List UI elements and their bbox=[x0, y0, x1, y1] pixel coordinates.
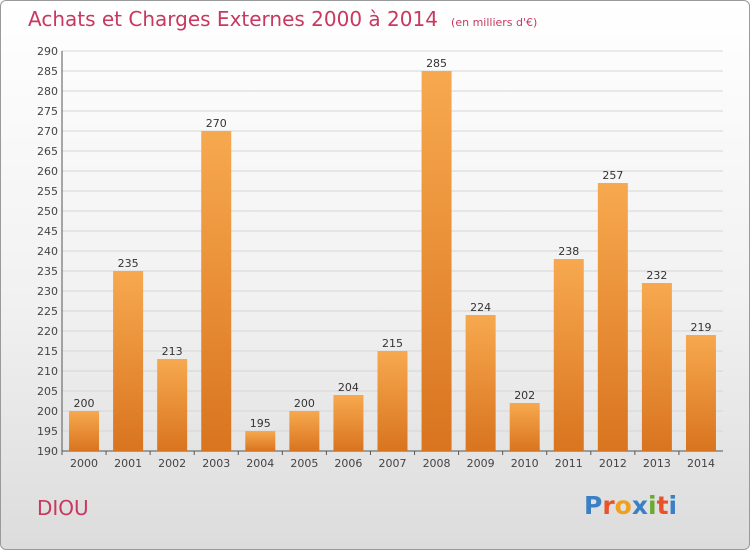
chart-title: Achats et Charges Externes 2000 à 2014 (… bbox=[28, 7, 537, 31]
y-tick-label-260: 260 bbox=[37, 165, 58, 178]
data-label-2000: 200 bbox=[74, 397, 95, 410]
x-tick-label-2006: 2006 bbox=[334, 457, 362, 470]
x-tick-label-2013: 2013 bbox=[643, 457, 671, 470]
proxiti-logo[interactable]: Proxiti bbox=[584, 491, 677, 520]
bar-2008 bbox=[421, 71, 452, 451]
data-label-2005: 200 bbox=[294, 397, 315, 410]
logo-letter: o bbox=[614, 491, 632, 520]
y-tick-label-190: 190 bbox=[37, 445, 58, 458]
data-label-2010: 202 bbox=[514, 389, 535, 402]
bar-2002 bbox=[157, 359, 188, 451]
y-tick-label-200: 200 bbox=[37, 405, 58, 418]
y-tick-label-270: 270 bbox=[37, 125, 58, 138]
y-tick-label-205: 205 bbox=[37, 385, 58, 398]
y-tick-label-220: 220 bbox=[37, 325, 58, 338]
y-tick-label-225: 225 bbox=[37, 305, 58, 318]
commune-name: DIOU bbox=[37, 496, 89, 520]
data-labels: 200 235 213 270 195 200 204 215 285 224 202 238 257 2… bbox=[74, 57, 712, 430]
y-tick-label-210: 210 bbox=[37, 365, 58, 378]
x-tick-label-2001: 2001 bbox=[114, 457, 142, 470]
logo-letter: t bbox=[656, 491, 669, 520]
y-tick-label-250: 250 bbox=[37, 205, 58, 218]
y-tick-label-280: 280 bbox=[37, 85, 58, 98]
axes: 190 195 200 205 210 215 220 225 230 235 240 245 250 2… bbox=[37, 45, 723, 470]
data-label-2009: 224 bbox=[470, 301, 491, 314]
bar-2005 bbox=[289, 411, 320, 451]
bar-2000 bbox=[69, 411, 100, 451]
x-tick-label-2012: 2012 bbox=[599, 457, 627, 470]
bar-2001 bbox=[113, 271, 144, 451]
x-tick-label-2008: 2008 bbox=[423, 457, 451, 470]
data-label-2007: 215 bbox=[382, 337, 403, 350]
bar-2014 bbox=[685, 335, 716, 451]
data-label-2006: 204 bbox=[338, 381, 359, 394]
bar-2009 bbox=[465, 315, 496, 451]
data-label-2003: 270 bbox=[206, 117, 227, 130]
bar-2006 bbox=[333, 395, 364, 451]
y-tick-label-290: 290 bbox=[37, 45, 58, 58]
data-label-2002: 213 bbox=[162, 345, 183, 358]
chart-title-text: Achats et Charges Externes 2000 à 2014 bbox=[28, 7, 438, 31]
y-tick-label-230: 230 bbox=[37, 285, 58, 298]
bar-2012 bbox=[597, 183, 628, 451]
data-label-2008: 285 bbox=[426, 57, 447, 70]
chart-unit-text: (en milliers d'€) bbox=[451, 16, 538, 29]
x-tick-label-2011: 2011 bbox=[555, 457, 583, 470]
data-label-2001: 235 bbox=[118, 257, 139, 270]
bar-2004 bbox=[245, 431, 276, 451]
bar-2007 bbox=[377, 351, 408, 451]
y-tick-label-285: 285 bbox=[37, 65, 58, 78]
y-tick-label-235: 235 bbox=[37, 265, 58, 278]
bar-2013 bbox=[641, 283, 672, 451]
y-tick-label-240: 240 bbox=[37, 245, 58, 258]
y-tick-label-265: 265 bbox=[37, 145, 58, 158]
data-label-2004: 195 bbox=[250, 417, 271, 430]
logo-letter: i bbox=[668, 491, 678, 520]
data-label-2012: 257 bbox=[602, 169, 623, 182]
x-tick-label-2014: 2014 bbox=[687, 457, 715, 470]
bar-2010 bbox=[509, 403, 540, 451]
logo-letter: i bbox=[648, 491, 657, 520]
y-tick-label-255: 255 bbox=[37, 185, 58, 198]
data-label-2014: 219 bbox=[690, 321, 711, 334]
x-tick-label-2007: 2007 bbox=[379, 457, 407, 470]
logo-letter: r bbox=[602, 491, 615, 520]
y-tick-label-195: 195 bbox=[37, 425, 58, 438]
y-tick-label-215: 215 bbox=[37, 345, 58, 358]
bars bbox=[69, 71, 716, 451]
x-tick-label-2005: 2005 bbox=[290, 457, 318, 470]
data-label-2013: 232 bbox=[646, 269, 667, 282]
x-tick-label-2003: 2003 bbox=[202, 457, 230, 470]
data-label-2011: 238 bbox=[558, 245, 579, 258]
bar-2003 bbox=[201, 131, 232, 451]
x-tick-label-2009: 2009 bbox=[467, 457, 495, 470]
logo-letter: P bbox=[584, 491, 603, 520]
bar-2011 bbox=[553, 259, 584, 451]
x-tick-label-2000: 2000 bbox=[70, 457, 98, 470]
logo-letter: x bbox=[631, 491, 648, 520]
y-tick-label-245: 245 bbox=[37, 225, 58, 238]
x-tick-label-2010: 2010 bbox=[511, 457, 539, 470]
x-tick-label-2004: 2004 bbox=[246, 457, 274, 470]
y-tick-label-275: 275 bbox=[37, 105, 58, 118]
x-tick-label-2002: 2002 bbox=[158, 457, 186, 470]
